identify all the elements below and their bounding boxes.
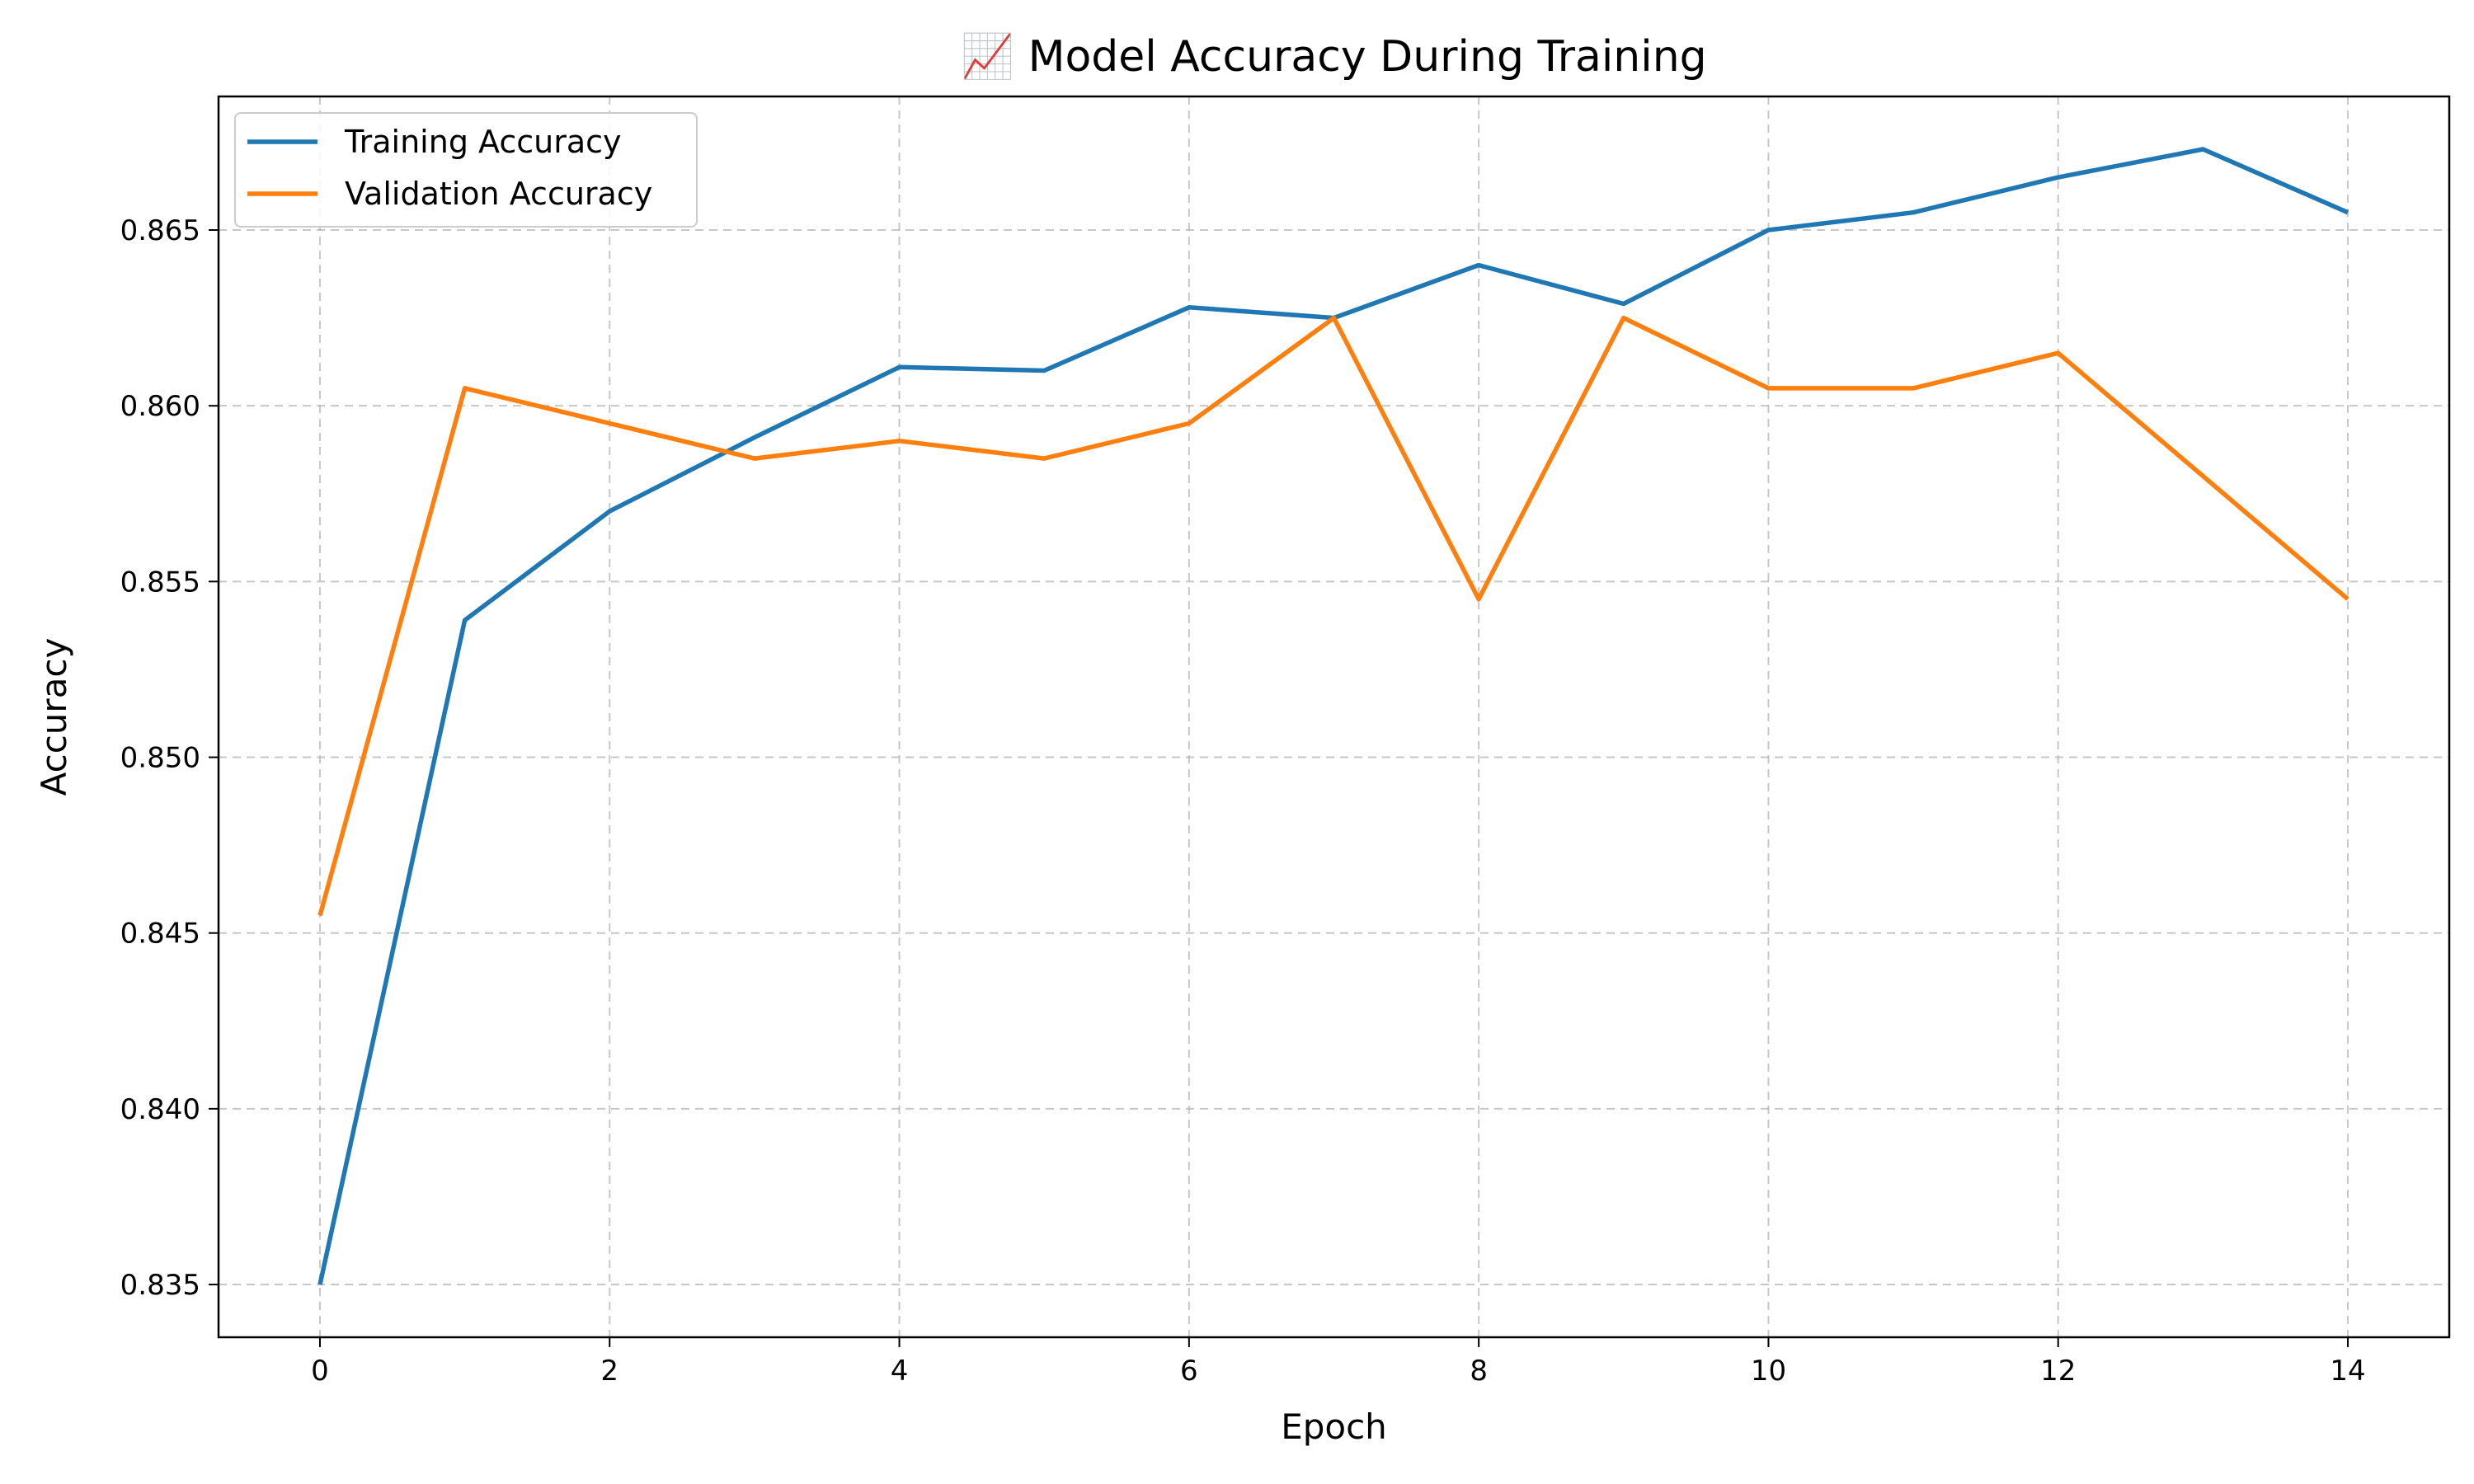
x-tick-label: 0 bbox=[311, 1355, 329, 1388]
chart-title: 📈 Model Accuracy During Training bbox=[961, 31, 1706, 82]
x-tick-label: 2 bbox=[600, 1355, 618, 1388]
series-line-validation-accuracy bbox=[317, 315, 2349, 917]
legend-label: Validation Accuracy bbox=[345, 176, 652, 212]
y-tick-label: 0.855 bbox=[120, 566, 200, 599]
y-axis-title: Accuracy bbox=[34, 638, 74, 796]
x-tick-label: 8 bbox=[1470, 1355, 1488, 1388]
series-layer bbox=[317, 147, 2349, 1285]
y-tick-label: 0.865 bbox=[120, 214, 200, 247]
grid-layer bbox=[219, 96, 2449, 1337]
legend-frame bbox=[234, 112, 698, 228]
x-tick-label: 14 bbox=[2330, 1355, 2365, 1388]
legend-label: Training Accuracy bbox=[344, 124, 622, 160]
x-tick-label: 12 bbox=[2040, 1355, 2076, 1388]
y-axis-ticks: 0.835 0.840 0.845 0.850 0.855 0.860 0.865 bbox=[120, 214, 219, 1302]
y-tick-label: 0.850 bbox=[120, 742, 200, 775]
plot-area-frame bbox=[217, 95, 2451, 1339]
y-tick-label: 0.860 bbox=[120, 390, 200, 423]
legend: Training Accuracy Validation Accuracy bbox=[234, 112, 698, 228]
x-tick-label: 4 bbox=[891, 1355, 909, 1388]
x-tick-label: 6 bbox=[1180, 1355, 1198, 1388]
y-tick-label: 0.840 bbox=[120, 1093, 200, 1126]
x-axis-title: Epoch bbox=[1281, 1407, 1387, 1447]
y-tick-label: 0.835 bbox=[120, 1269, 200, 1302]
x-tick-label: 10 bbox=[1751, 1355, 1786, 1388]
y-tick-label: 0.845 bbox=[120, 918, 200, 951]
x-axis-ticks: 0 2 4 6 8 10 12 14 bbox=[311, 1337, 2366, 1388]
